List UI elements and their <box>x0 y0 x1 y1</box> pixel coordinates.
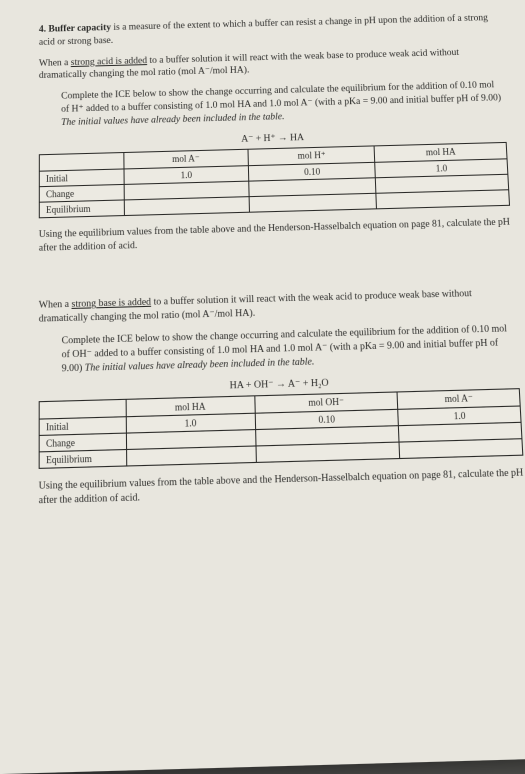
acid-task-main: Complete the ICE below to show the chang… <box>61 80 501 114</box>
term-buffer-capacity: Buffer capacity <box>48 23 111 35</box>
cell-empty <box>400 439 523 459</box>
base-task: Complete the ICE below to show the chang… <box>39 323 519 377</box>
base-lead: When a <box>39 300 72 312</box>
question-4-def: 4. Buffer capacity is a measure of the e… <box>39 12 501 50</box>
ice-table-acid: mol A⁻ mol H⁺ mol HA Initial 1.0 0.10 1.… <box>39 142 510 218</box>
cell-empty <box>376 189 509 208</box>
cell-empty <box>124 196 250 215</box>
row-header: Equilibrium <box>39 450 126 469</box>
row-header: Equilibrium <box>39 200 124 218</box>
base-task-italic: The initial values have already been inc… <box>85 356 315 373</box>
base-underline: strong base is added <box>72 298 152 311</box>
acid-task: Complete the ICE below to show the chang… <box>39 79 506 130</box>
acid-followup: Using the equilibrium values from the ta… <box>39 216 512 255</box>
question-number: 4. <box>39 25 46 35</box>
cell-empty <box>256 442 401 462</box>
base-followup: Using the equilibrium values from the ta… <box>39 467 525 509</box>
acid-underline: strong acid is added <box>71 56 147 68</box>
worksheet-page: D 4. Buffer capacity is a measure of the… <box>0 0 525 774</box>
cell-empty <box>249 193 377 212</box>
acid-task-italic: The initial values have already been inc… <box>61 112 284 128</box>
acid-lead: When a <box>39 58 71 69</box>
cell-empty <box>126 446 256 466</box>
acid-intro: When a strong acid is added to a buffer … <box>39 45 503 83</box>
ice-table-base: mol HA mol OH⁻ mol A⁻ Initial 1.0 0.10 1… <box>39 389 524 470</box>
